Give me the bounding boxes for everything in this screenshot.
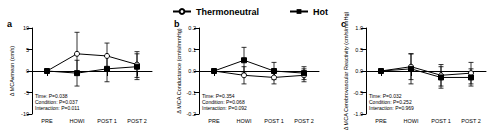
svg-text:PRE: PRE (208, 118, 220, 124)
svg-text:HOWI: HOWI (237, 118, 252, 124)
svg-text:0.5: 0.5 (355, 47, 363, 53)
svg-text:Δ MCA Conductance (cm/s/mmHg): Δ MCA Conductance (cm/s/mmHg) (176, 28, 182, 113)
svg-text:Thermoneutral: Thermoneutral (196, 7, 259, 17)
svg-text:-10: -10 (21, 111, 29, 117)
svg-text:5: 5 (26, 47, 29, 53)
svg-text:Interaction: P=0.969: Interaction: P=0.969 (369, 105, 414, 111)
svg-text:POST 1: POST 1 (431, 118, 450, 124)
svg-text:Condition: P=0.068: Condition: P=0.068 (202, 99, 245, 105)
svg-text:-5: -5 (24, 90, 29, 96)
svg-text:0.0: 0.0 (355, 68, 363, 74)
svg-text:Interaction: P=0.092: Interaction: P=0.092 (202, 105, 247, 111)
svg-text:Condition: P=0.252: Condition: P=0.252 (369, 99, 412, 105)
svg-text:-0.1: -0.1 (187, 90, 196, 96)
svg-text:HOWI: HOWI (404, 118, 419, 124)
svg-text:Hot: Hot (313, 7, 328, 17)
svg-text:POST 2: POST 2 (294, 118, 313, 124)
svg-text:-0.2: -0.2 (187, 111, 196, 117)
svg-text:a: a (7, 19, 13, 29)
svg-text:0: 0 (26, 68, 29, 74)
svg-text:Time: P=0.032: Time: P=0.032 (369, 93, 402, 99)
svg-text:PRE: PRE (41, 118, 53, 124)
svg-text:0.1: 0.1 (188, 47, 196, 53)
svg-text:0.2: 0.2 (188, 25, 196, 31)
svg-text:c: c (341, 19, 346, 29)
svg-text:10: 10 (23, 25, 29, 31)
svg-text:PRE: PRE (375, 118, 387, 124)
svg-text:0.0: 0.0 (188, 68, 196, 74)
svg-text:Δ MCAvmean (cm/s): Δ MCAvmean (cm/s) (9, 46, 15, 96)
svg-text:Δ MCA Cerebrovascular Reactivi: Δ MCA Cerebrovascular Reactivity (cm/s/m… (343, 12, 349, 131)
svg-text:POST 1: POST 1 (97, 118, 116, 124)
svg-text:POST 2: POST 2 (461, 118, 480, 124)
svg-text:Time: P=0.354: Time: P=0.354 (202, 93, 235, 99)
svg-text:Condition: P=0.037: Condition: P=0.037 (35, 99, 78, 105)
svg-text:-0.5: -0.5 (354, 90, 363, 96)
svg-text:-1.0: -1.0 (354, 111, 363, 117)
svg-text:Interaction: P=0.011: Interaction: P=0.011 (35, 105, 80, 111)
svg-text:HOWI: HOWI (70, 118, 85, 124)
svg-text:b: b (174, 19, 180, 29)
svg-text:POST 1: POST 1 (264, 118, 283, 124)
svg-text:Time: P=0.038: Time: P=0.038 (35, 93, 68, 99)
svg-text:POST 2: POST 2 (127, 118, 146, 124)
svg-text:1.0: 1.0 (355, 25, 363, 31)
